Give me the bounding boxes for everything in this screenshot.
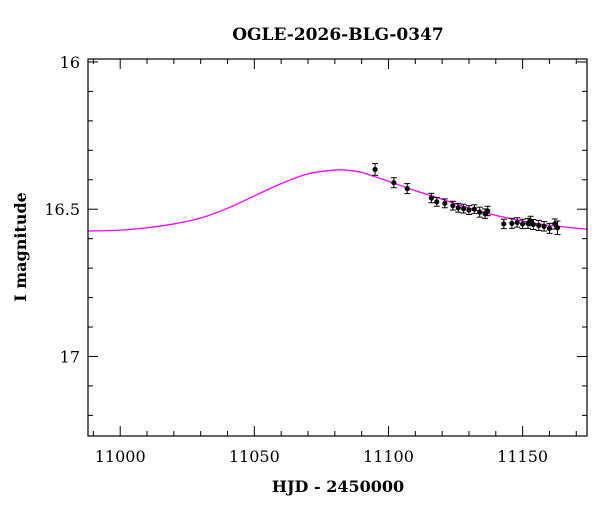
data-point [390, 177, 397, 189]
data-marker [466, 207, 472, 213]
data-point [530, 219, 537, 231]
data-marker [546, 225, 553, 231]
plot-frame [87, 58, 588, 437]
y-tick-label: 16 [60, 53, 80, 72]
data-marker [501, 221, 507, 227]
data-point [524, 217, 531, 229]
y-axis-label: I magnitude [11, 192, 30, 302]
x-axis-label: HJD - 2450000 [272, 477, 404, 496]
data-point [460, 203, 467, 214]
data-marker [442, 200, 448, 206]
data-marker [450, 203, 456, 209]
data-point [535, 219, 542, 231]
y-tick-label: 17 [60, 347, 80, 366]
data-marker [485, 208, 491, 214]
data-marker [404, 185, 410, 192]
x-tick-label: 11150 [497, 447, 548, 466]
data-point [541, 221, 548, 232]
chart-title: OGLE-2026-BLG-0347 [232, 25, 444, 45]
y-tick-label: 16.5 [44, 200, 80, 219]
data-point [500, 218, 507, 230]
data-point [484, 205, 491, 217]
data-marker [434, 199, 440, 205]
data-marker [554, 225, 561, 231]
data-marker [541, 223, 547, 229]
data-point [449, 200, 456, 211]
data-marker [460, 206, 467, 212]
data-marker [391, 180, 397, 186]
data-point [527, 215, 534, 227]
data-point [546, 222, 553, 234]
axis-ticks: 11000 11050 11100 11150 16 16.5 17 [44, 53, 587, 466]
data-point [519, 218, 526, 230]
data-marker [455, 205, 461, 211]
data-point [514, 217, 521, 228]
data-marker [471, 206, 477, 212]
data-point [441, 198, 448, 209]
data-marker [372, 166, 378, 173]
x-tick-label: 11050 [229, 447, 280, 466]
data-marker [520, 221, 526, 227]
data-point [554, 220, 561, 236]
data-point [455, 202, 462, 213]
data-point [471, 204, 478, 215]
data-marker [552, 221, 558, 227]
data-point [404, 183, 411, 195]
data-point [433, 196, 440, 207]
data-point [465, 205, 472, 216]
data-point [372, 163, 379, 176]
data-marker [509, 220, 515, 226]
data-marker [530, 221, 536, 228]
x-tick-label: 11000 [95, 447, 146, 466]
data-point [476, 206, 483, 218]
data-marker [477, 209, 483, 215]
data-marker [514, 219, 520, 226]
data-point [508, 217, 515, 229]
x-tick-label: 11100 [363, 447, 414, 466]
data-points [372, 163, 561, 236]
data-marker [428, 195, 434, 201]
data-marker [536, 222, 542, 229]
data-point [428, 192, 435, 204]
